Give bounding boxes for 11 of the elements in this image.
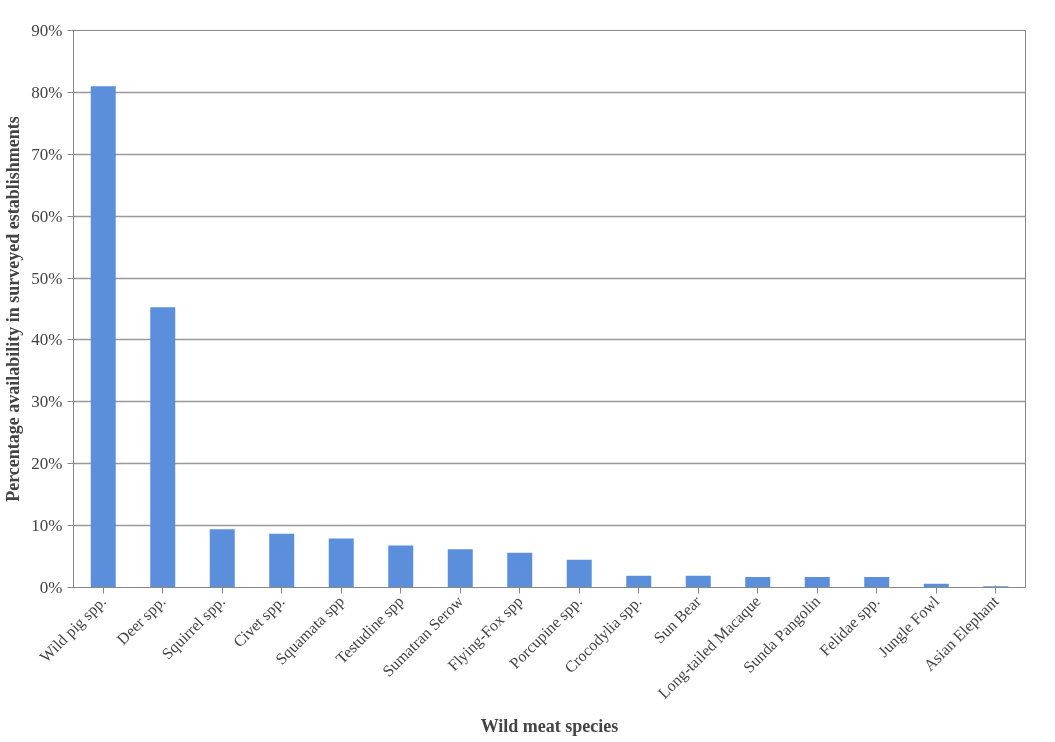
y-tick-label: 20% bbox=[31, 454, 63, 474]
y-tick-label: 40% bbox=[31, 330, 63, 350]
y-tick-label: 70% bbox=[31, 144, 63, 164]
y-tick-label: 30% bbox=[31, 392, 63, 412]
y-axis-title: Percentage availability in surveyed establishments bbox=[3, 116, 24, 502]
y-tick-label: 10% bbox=[31, 516, 63, 536]
y-tick-label: 90% bbox=[31, 21, 63, 40]
y-tick-label: 50% bbox=[31, 268, 63, 288]
y-tick-label: 60% bbox=[31, 206, 63, 226]
x-axis-title: Wild meat species bbox=[480, 715, 619, 736]
y-tick-label: 80% bbox=[31, 82, 63, 102]
